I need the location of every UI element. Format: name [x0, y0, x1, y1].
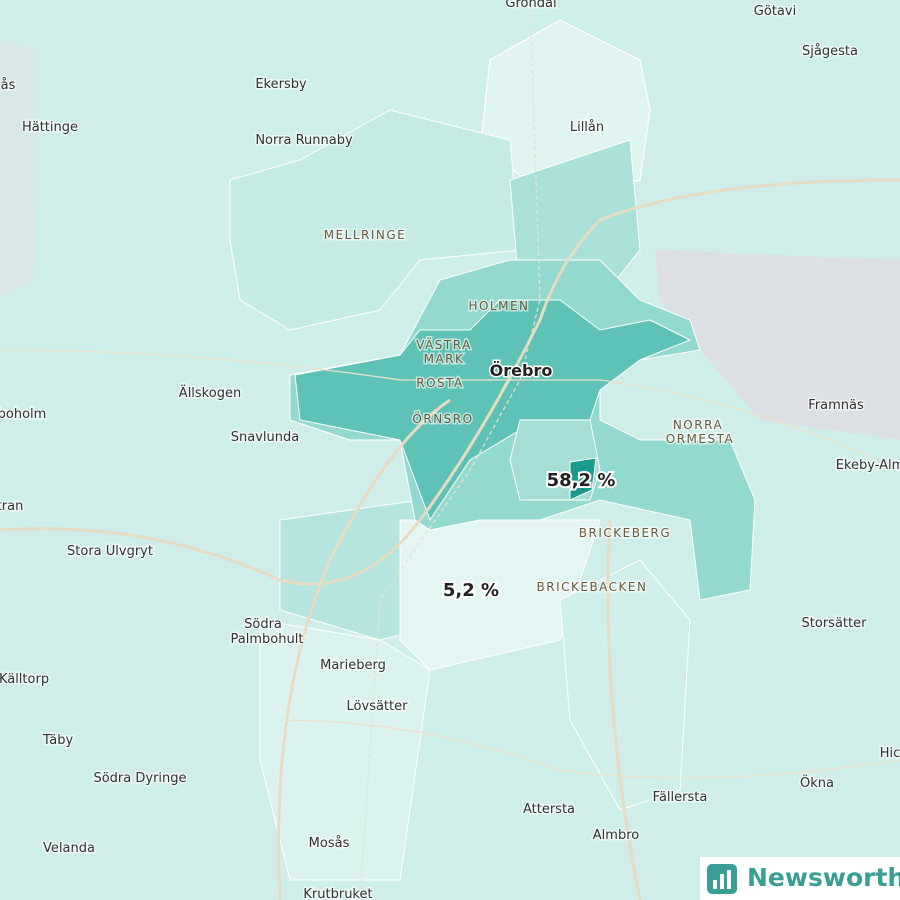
place-label: Grondal: [505, 0, 556, 11]
place-label: Lövsätter: [347, 699, 409, 714]
lake: [0, 40, 40, 300]
brand-icon-bar: [720, 874, 724, 889]
lake: [655, 250, 900, 440]
district-label-line: MARK: [424, 352, 465, 366]
place-label: Stora Ulvgryt: [67, 544, 153, 559]
district-label: BRICKEBERG: [579, 526, 671, 540]
place-label: Norra Runnaby: [255, 133, 353, 148]
place-label-line: Södra: [244, 617, 282, 632]
railway: [359, 0, 541, 900]
place-label: Framnäs: [808, 398, 864, 413]
brand-name: Newsworthy: [747, 863, 900, 892]
place-label: Krutbruket: [303, 887, 372, 900]
district-label-line: NORRA: [673, 418, 723, 432]
area: [229, 109, 521, 331]
place-label: Götavi: [754, 4, 796, 19]
place-label: Ökna: [800, 774, 834, 791]
district-label: NORRA ORMESTA: [666, 418, 734, 446]
place-label: Södra Dyringe: [93, 771, 186, 786]
place-label: Källtorp: [0, 672, 49, 687]
road: [606, 519, 642, 900]
place-label: Marieberg: [320, 658, 386, 673]
district-label: VÄSTRA MARK: [416, 337, 472, 366]
district-label: ROSTA: [416, 376, 464, 390]
place-label: Attersta: [523, 802, 575, 817]
place-label: Ekersby: [255, 77, 307, 92]
city-label: Örebro: [490, 361, 553, 380]
place-label: Ekeby-Alm: [836, 458, 900, 473]
value-label: 5,2 %: [443, 580, 499, 601]
area: [559, 559, 691, 811]
district-label-line: ORMESTA: [666, 432, 734, 446]
place-label: Ällskogen: [179, 385, 241, 401]
place-label: Lillån: [570, 120, 604, 135]
district-label: ÖRNSRO: [412, 410, 473, 426]
place-label: Snavlunda: [231, 430, 299, 445]
place-label: Mosås: [309, 836, 350, 851]
place-label: Täby: [42, 733, 74, 748]
place-label: Almbro: [593, 828, 639, 843]
place-label-line: Palmbohult: [231, 632, 304, 647]
road: [277, 398, 451, 900]
place-label: ås: [1, 78, 16, 93]
place-label: Fällersta: [653, 790, 708, 805]
district-label: HOLMEN: [468, 299, 529, 313]
road: [0, 349, 900, 471]
area: [569, 457, 597, 501]
place-label: boholm: [0, 407, 46, 422]
place-label: Velanda: [43, 841, 95, 856]
district-label: MELLRINGE: [324, 228, 407, 242]
brand-icon-bar: [713, 880, 717, 889]
place-label: tran: [0, 499, 23, 514]
district-label-line: VÄSTRA: [416, 337, 472, 352]
place-label: Storsätter: [802, 616, 868, 631]
place-label: Hic: [880, 746, 900, 761]
area: [259, 619, 431, 881]
place-label: Sjågesta: [802, 44, 858, 59]
value-label: 58,2 %: [547, 470, 616, 491]
place-label: Södra Palmbohult: [231, 617, 304, 647]
road: [0, 178, 900, 586]
place-label: Hättinge: [22, 120, 78, 135]
road: [279, 719, 900, 779]
brand-icon-bar: [727, 870, 731, 889]
district-label: BRICKEBACKEN: [537, 580, 648, 594]
